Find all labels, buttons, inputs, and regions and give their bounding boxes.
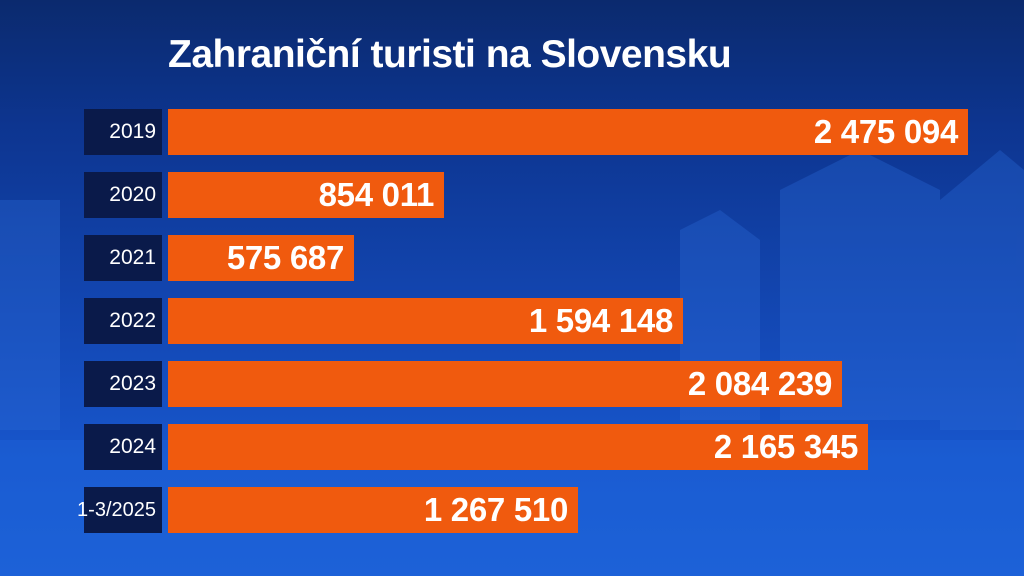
category-label: 2021 bbox=[84, 235, 162, 281]
bar-value-label: 2 475 094 bbox=[813, 113, 958, 150]
bar-value-label: 2 165 345 bbox=[713, 428, 858, 465]
bar: 2 165 345 bbox=[168, 424, 868, 470]
category-label: 1-3/2025 bbox=[77, 487, 162, 533]
bar: 854 011 bbox=[168, 172, 444, 218]
category-label: 2022 bbox=[84, 298, 162, 344]
bar: 575 687 bbox=[168, 235, 354, 281]
bar-value-label: 1 594 148 bbox=[528, 302, 673, 339]
bar-value-label: 854 011 bbox=[318, 176, 435, 213]
category-label: 2024 bbox=[84, 424, 162, 470]
chart-title: Zahraniční turisti na Slovensku bbox=[168, 33, 732, 76]
category-label: 2019 bbox=[84, 109, 162, 155]
bar-value-label: 575 687 bbox=[226, 239, 344, 276]
bar: 2 084 239 bbox=[168, 361, 842, 407]
category-label: 2020 bbox=[84, 172, 162, 218]
bar: 2 475 094 bbox=[168, 109, 968, 155]
category-label: 2023 bbox=[84, 361, 162, 407]
bar: 1 594 148 bbox=[168, 298, 683, 344]
bar: 1 267 510 bbox=[168, 487, 578, 533]
bar-value-label: 1 267 510 bbox=[423, 491, 568, 528]
bar-value-label: 2 084 239 bbox=[687, 365, 832, 402]
